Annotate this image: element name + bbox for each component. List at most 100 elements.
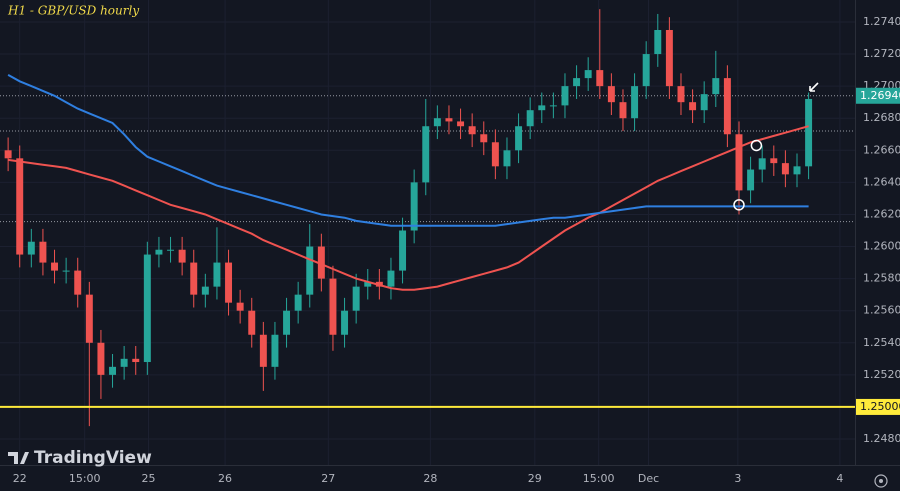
price-tag [856,87,900,104]
candle-body [468,126,476,135]
x-tick-label: 29 [528,472,542,485]
price-tag-label: 1.25000 [860,400,900,413]
candle-body [770,158,778,164]
moving-average [7,125,809,291]
candle-body [143,254,151,363]
settings-icon[interactable] [874,474,888,488]
candle-body [491,142,499,167]
candle-body [410,182,418,231]
price-tag [856,398,900,415]
candle-body [225,262,233,303]
y-tick-label: 1.26400 [863,175,900,188]
y-tick-label: 1.25600 [863,304,900,317]
candle-body [642,54,650,87]
candle-body [584,70,592,79]
candle-body [16,158,24,255]
price-tag-label: 1.26940 [860,89,900,102]
axes: 1.274001.272001.270001.268001.266001.264… [13,15,900,485]
candle-body [74,270,82,295]
logo-icon [8,452,29,464]
candle-body [723,78,731,135]
x-tick-label: 27 [321,472,335,485]
y-tick-label: 1.26800 [863,111,900,124]
y-tick-label: 1.25800 [863,272,900,285]
candle-body [178,249,186,263]
candle-body [155,249,163,255]
candle-body [51,262,59,271]
candle-body [190,262,198,295]
candle-body [4,150,12,159]
x-tick-label: 15:00 [69,472,101,485]
candle-body [549,105,557,107]
candle-body [689,102,697,111]
candle-body [27,241,35,255]
candle-body [607,86,615,103]
candle-body [213,262,221,287]
x-tick-label: Dec [638,472,659,485]
candle-body [294,294,302,311]
candle-body [341,310,349,335]
candle-body [619,102,627,119]
candle-body [735,134,743,191]
candle-body [422,126,430,183]
logo: TradingView [8,448,152,468]
y-tick-label: 1.26600 [863,143,900,156]
y-tick-label: 1.26200 [863,207,900,220]
candle-body [654,29,662,55]
candle-body [132,358,140,363]
candle-body [457,121,465,127]
candle-body [700,94,708,111]
candle-body [39,241,47,263]
candle-body [561,86,569,106]
candle-body [387,270,395,287]
candle-body [317,246,325,279]
candle-body [758,158,766,170]
candle-body [805,98,813,167]
plot-area [0,9,855,427]
candle-body [306,246,314,295]
candle-body [573,78,581,87]
candle-body [631,86,639,119]
candle-body [515,126,523,151]
x-tick-label: 28 [423,472,437,485]
y-tick-label: 1.27400 [863,15,900,28]
candle-body [526,110,534,127]
candle-body [283,310,291,335]
marker [733,199,745,211]
candle-body [236,302,244,311]
watermark: TradingView [34,448,152,468]
candle-body [747,169,755,191]
candle-body [201,286,209,295]
x-tick-label: 25 [141,472,155,485]
candle-body [665,29,673,87]
chart-title: H1 - GBP/USD hourly [7,4,139,18]
x-tick-label: 22 [13,472,27,485]
candle-body [793,166,801,175]
candle-body [329,278,337,335]
candle-body [445,118,453,122]
candle-body [259,334,267,367]
x-tick-label: 4 [836,472,843,485]
candle-body [120,358,128,367]
candle-body [433,118,441,127]
settings-dot[interactable] [879,479,883,483]
y-tick-label: 1.24800 [863,432,900,445]
candle-body [352,286,360,311]
candle-body [167,249,175,251]
candle-body [62,270,70,272]
candle-body [712,78,720,95]
candle-body [538,105,546,111]
settings-ring[interactable] [874,474,888,488]
candle-body [480,134,488,143]
candle-body [97,342,105,375]
candle-body [596,70,604,87]
y-tick-label: 1.26000 [863,240,900,253]
arrow-annotation [809,82,819,92]
x-tick-label: 15:00 [583,472,615,485]
candle-body [248,310,256,335]
moving-average [7,74,809,227]
marker [750,139,763,152]
candle-body [781,163,789,175]
